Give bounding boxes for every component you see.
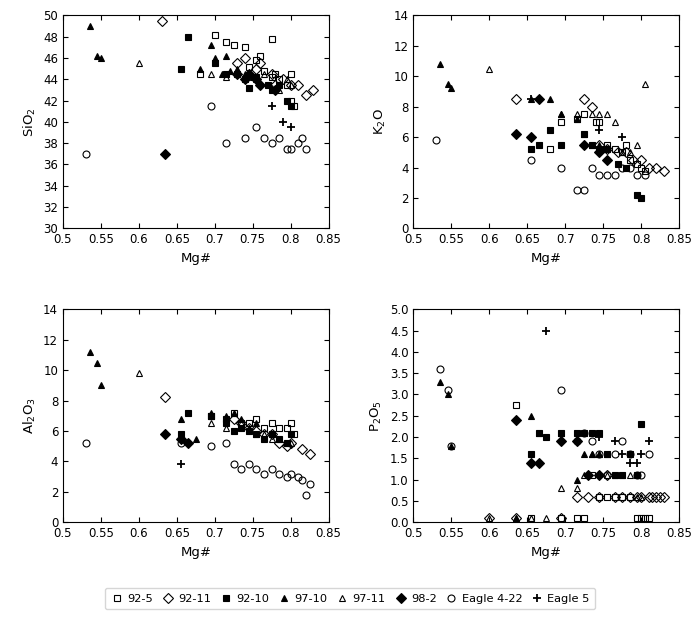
Y-axis label: P$_2$O$_5$: P$_2$O$_5$: [370, 400, 384, 432]
X-axis label: Mg#: Mg#: [531, 546, 561, 559]
Y-axis label: K$_2$O: K$_2$O: [373, 109, 388, 135]
X-axis label: Mg#: Mg#: [181, 252, 211, 265]
X-axis label: Mg#: Mg#: [181, 546, 211, 559]
Legend: 92-5, 92-11, 92-10, 97-10, 97-11, 98-2, Eagle 4-22, Eagle 5: 92-5, 92-11, 92-10, 97-10, 97-11, 98-2, …: [105, 588, 595, 609]
X-axis label: Mg#: Mg#: [531, 252, 561, 265]
Y-axis label: Al$_2$O$_3$: Al$_2$O$_3$: [22, 397, 38, 434]
Y-axis label: SiO$_2$: SiO$_2$: [22, 107, 38, 137]
